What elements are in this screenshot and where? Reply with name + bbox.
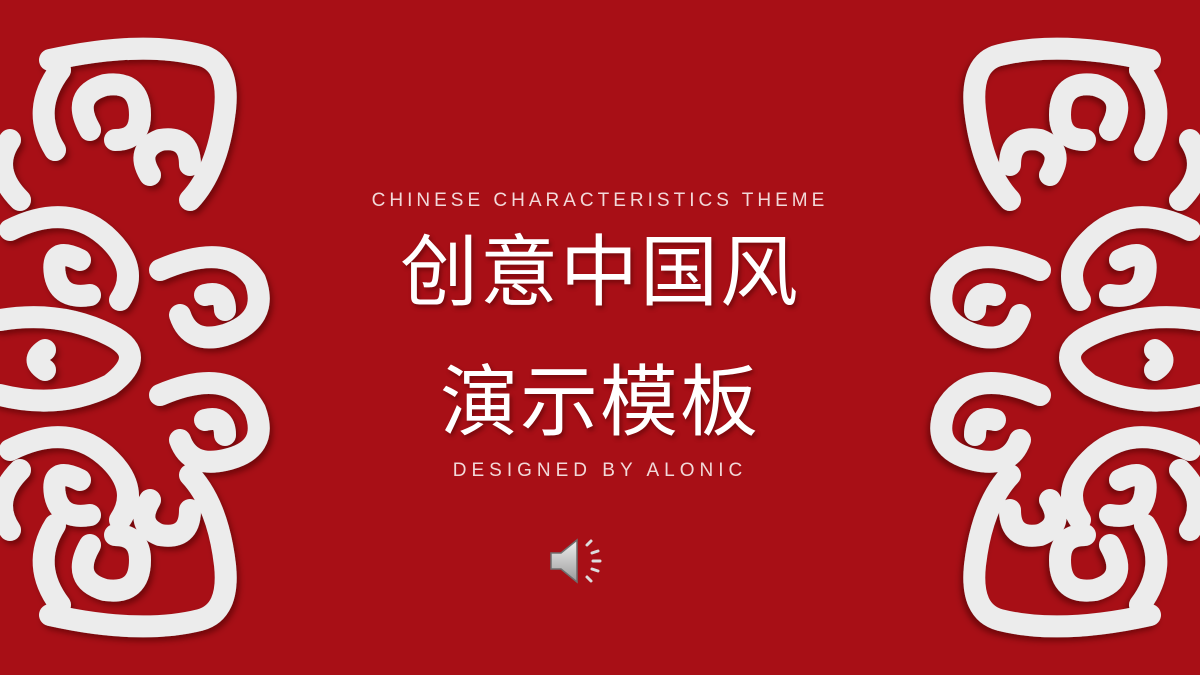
title-block: CHINESE CHARACTERISTICS THEME 创意中国风 演示模板… (300, 0, 900, 675)
speaker-icon[interactable] (547, 535, 609, 587)
left-cloud-ornament (0, 0, 280, 675)
english-subtitle: CHINESE CHARACTERISTICS THEME (371, 190, 829, 211)
right-cloud-ornament (920, 0, 1200, 675)
main-title-line-1: 创意中国风 (399, 228, 800, 318)
main-title-line-2: 演示模板 (439, 358, 760, 448)
designer-credit: DESIGNED BY ALONIC (452, 460, 748, 481)
